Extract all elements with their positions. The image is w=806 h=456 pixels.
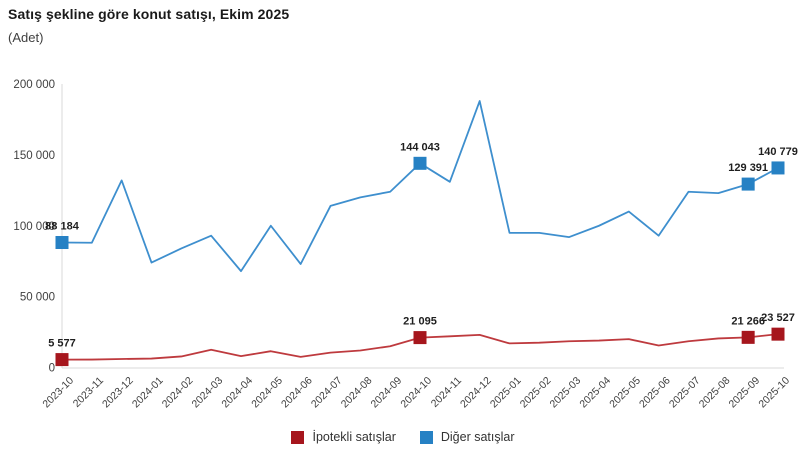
data-point-marker-ipotekli[interactable]: [55, 353, 69, 367]
data-point-label: 88 184: [45, 220, 80, 232]
data-point-marker-ipotekli[interactable]: [413, 331, 427, 345]
data-point-label: 140 779: [758, 146, 798, 158]
x-axis-tick-label: 2024-11: [429, 375, 464, 410]
data-point-marker-ipotekli[interactable]: [741, 330, 755, 344]
series-line-diger: [61, 100, 779, 273]
x-axis-tick-label: 2024-02: [160, 375, 196, 411]
y-axis-tick-label: 200 000: [13, 79, 55, 91]
legend-item-diger[interactable]: Diğer satışlar: [419, 430, 515, 444]
x-axis-tick-label: 2025-05: [607, 375, 643, 411]
data-point-label: 129 391: [728, 162, 768, 174]
data-point-label: 21 095: [403, 316, 437, 328]
data-point-label: 23 527: [761, 312, 795, 324]
x-axis-tick-label: 2025-09: [727, 375, 763, 411]
data-point-label: 5 577: [48, 338, 76, 350]
y-axis-tick-label: 50 000: [20, 292, 55, 304]
x-axis-tick-label: 2023-11: [71, 375, 106, 410]
x-axis-tick-label: 2025-07: [667, 375, 703, 411]
x-axis-tick-label: 2025-06: [637, 375, 673, 411]
legend-label-ipotekli: İpotekli satışlar: [312, 430, 396, 444]
legend-label-diger: Diğer satışlar: [440, 430, 515, 444]
chart-title: Satış şekline göre konut satışı, Ekim 20…: [8, 6, 290, 22]
x-axis-tick-label: 2025-08: [697, 375, 733, 411]
x-axis-tick-label: 2025-03: [548, 375, 584, 411]
x-axis-tick-label: 2024-10: [398, 375, 434, 411]
x-axis-tick-label: 2023-12: [100, 375, 136, 411]
x-axis-tick-label: 2024-01: [130, 375, 166, 411]
data-point-label: 21 266: [731, 315, 765, 327]
data-point-marker-diger[interactable]: [55, 235, 69, 249]
x-axis-tick-label: 2024-03: [190, 375, 226, 411]
x-axis-tick-label: 2025-04: [577, 375, 613, 411]
y-axis-tick-label: 150 000: [13, 150, 55, 162]
x-axis-tick-label: 2024-05: [249, 375, 285, 411]
x-axis-tick-label: 2024-07: [309, 375, 345, 411]
y-axis-tick-label: 0: [49, 363, 55, 375]
x-axis-tick-label: 2024-06: [279, 375, 315, 411]
diger-legend-swatch-icon: [419, 430, 433, 444]
data-point-marker-diger[interactable]: [771, 161, 785, 175]
data-point-marker-ipotekli[interactable]: [771, 327, 785, 341]
x-axis-tick-label: 2024-04: [219, 375, 255, 411]
chart-unit-subtitle: (Adet): [8, 30, 44, 45]
data-point-marker-diger[interactable]: [741, 177, 755, 191]
x-axis-tick-label: 2023-10: [40, 375, 76, 411]
x-axis-tick-label: 2025-10: [756, 375, 792, 411]
x-axis-tick-label: 2024-12: [458, 375, 494, 411]
x-axis-tick-label: 2024-08: [339, 375, 375, 411]
x-axis-tick-label: 2025-01: [488, 375, 524, 411]
data-point-marker-diger[interactable]: [413, 156, 427, 170]
data-point-label: 144 043: [400, 141, 440, 153]
ipotekli-legend-swatch-icon: [291, 430, 305, 444]
legend-item-ipotekli[interactable]: İpotekli satışlar: [291, 430, 396, 444]
y-axis-tick-label: 100 000: [13, 221, 55, 233]
chart-legend: İpotekli satışlar Diğer satışlar: [0, 430, 806, 444]
x-axis-tick-label: 2025-02: [518, 375, 554, 411]
x-axis-tick-label: 2024-09: [369, 375, 405, 411]
